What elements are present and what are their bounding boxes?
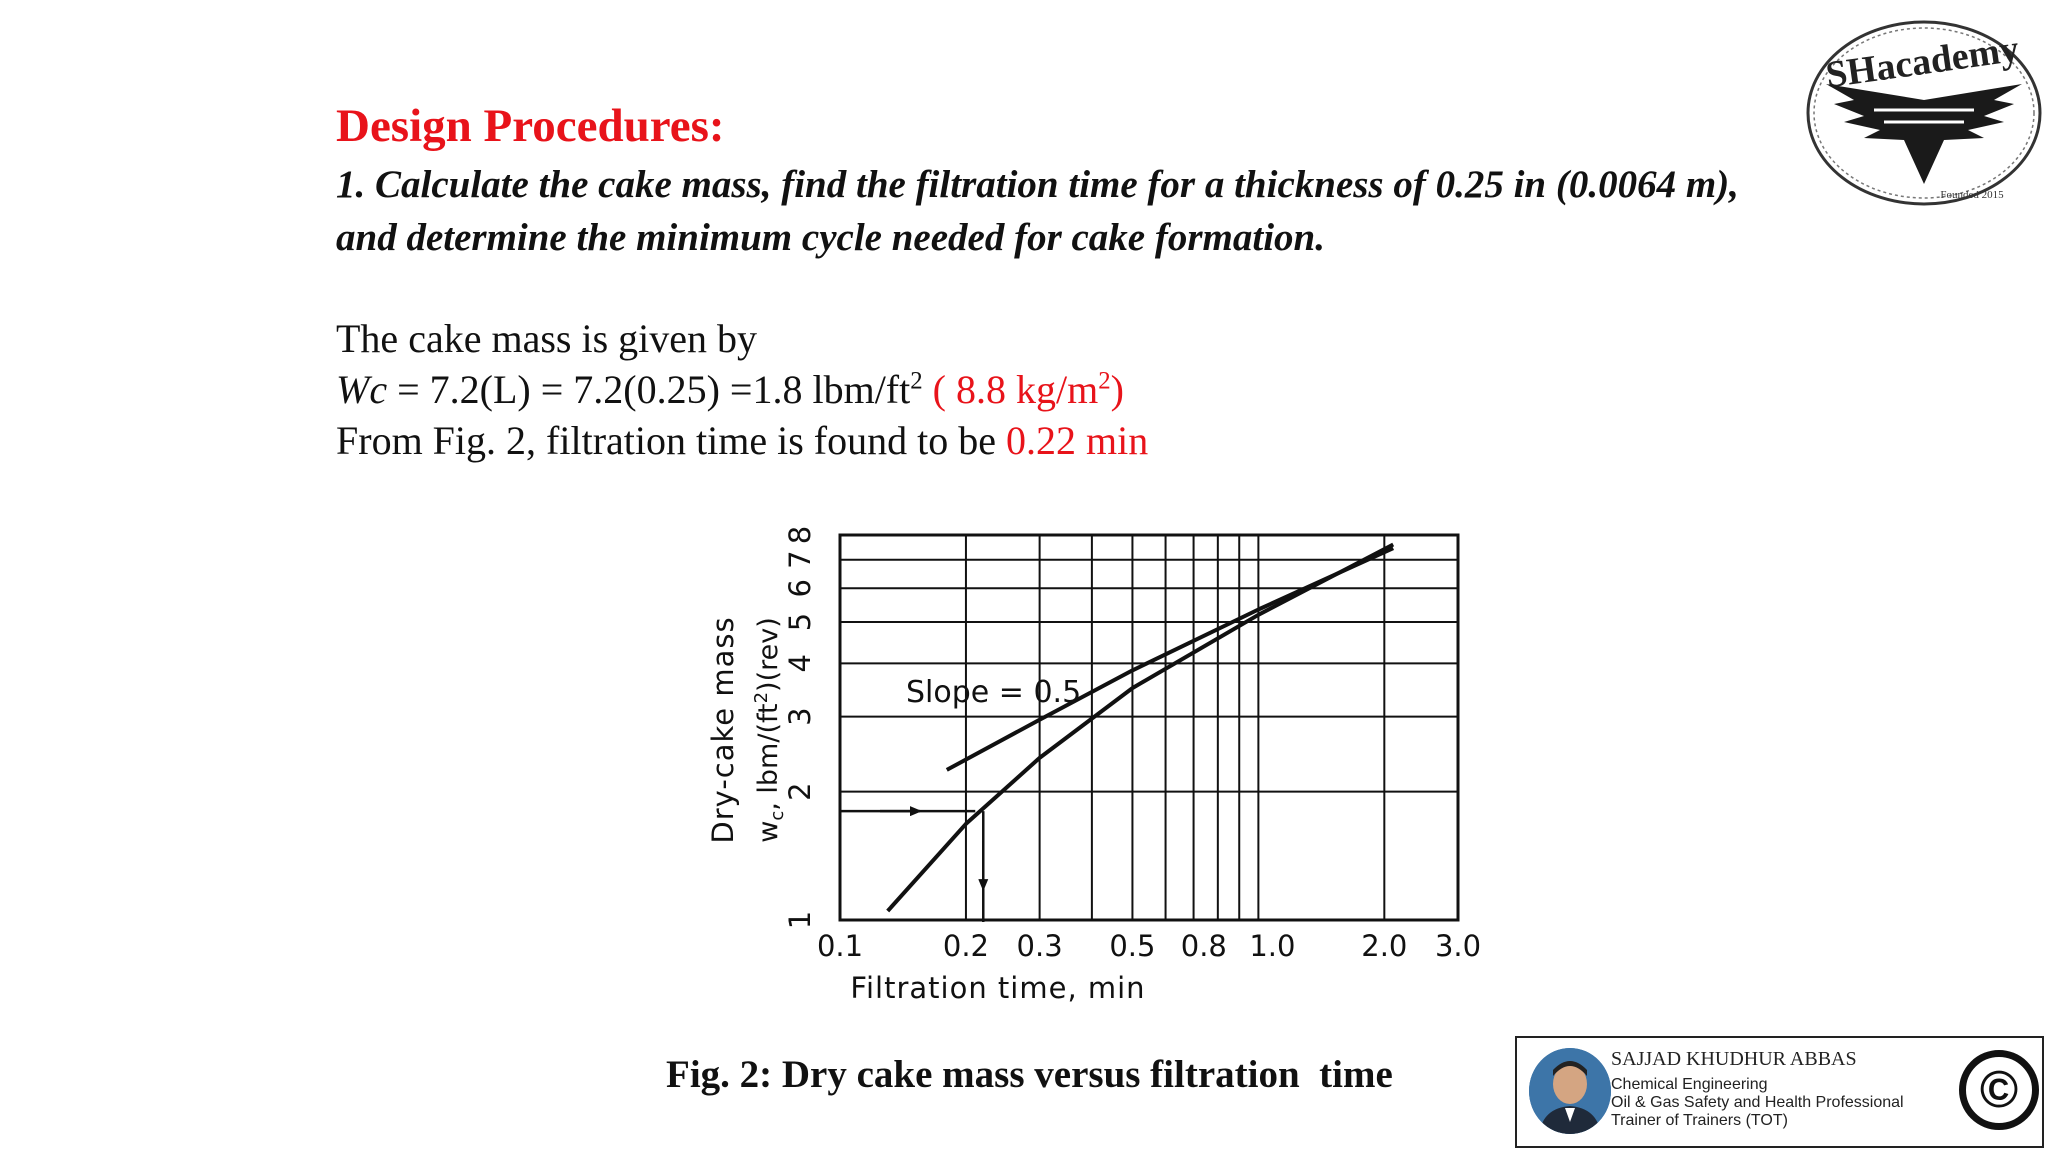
x-tick-label: 3.0 — [1435, 929, 1481, 963]
chart-ticks: 0.1 0.2 0.3 0.5 0.8 1.0 2.0 3.0 1 2 3 4 5 6 7 8 — [783, 526, 1481, 963]
step-1-instruction: 1. Calculate the cake mass, find the fil… — [336, 163, 1739, 259]
wc-metric: ( 8.8 kg/m2) — [922, 367, 1124, 412]
copyright-icon: © — [1959, 1050, 2039, 1130]
chart-frame — [838, 533, 1460, 922]
filtration-time-result: 0.22 min — [1005, 418, 1149, 463]
x-tick-label: 2.0 — [1361, 929, 1407, 963]
author-title-2: Oil & Gas Safety and Health Professional — [1611, 1094, 1904, 1111]
y-tick-label: 8 — [783, 526, 817, 544]
y-tick-label: 4 — [783, 654, 817, 672]
y-axis-label-line-2: wc, lbm/(ft2)(rev) — [751, 617, 788, 843]
figure-caption: Fig. 2: Dry cake mass versus filtration … — [666, 1053, 1393, 1096]
y-tick-label: 1 — [783, 911, 817, 929]
y-tick-label: 3 — [783, 707, 817, 725]
slope-reference-line — [945, 546, 1395, 772]
shacademy-logo: SHacademy Founded 2015 — [1806, 20, 2042, 206]
y-tick-label: 5 — [783, 613, 817, 631]
x-tick-label: 0.2 — [943, 929, 989, 963]
filtration-chart: 0.1 0.2 0.3 0.5 0.8 1.0 2.0 3.0 1 2 3 4 5 6 7 8 Slope =… — [706, 526, 1481, 1005]
y-axis-label-line-1: Dry-cake mass — [706, 616, 740, 843]
slope-annotation: Slope = 0.5 — [906, 675, 1081, 710]
body-text: The cake mass is given by Wc = 7.2(L) = … — [336, 313, 1148, 466]
author-avatar — [1529, 1048, 1611, 1134]
wc-equation: = 7.2(L) = 7.2(0.25) =1.8 lbm/ft — [387, 367, 911, 412]
body-line-2: Wc = 7.2(L) = 7.2(0.25) =1.8 lbm/ft2 ( 8… — [336, 367, 1124, 412]
x-axis-label: Filtration time, min — [850, 971, 1145, 1005]
logo-founded: Founded 2015 — [1940, 189, 2004, 201]
x-tick-label: 0.1 — [817, 929, 863, 963]
x-tick-label: 0.3 — [1017, 929, 1063, 963]
author-title-3: Trainer of Trainers (TOT) — [1611, 1112, 1788, 1129]
x-tick-label: 1.0 — [1249, 929, 1295, 963]
filtration-curve — [886, 542, 1395, 913]
author-card: SAJJAD KHUDHUR ABBAS Chemical Engineerin… — [1515, 1036, 2044, 1148]
wc-variable: Wc — [336, 367, 388, 412]
author-title-1: Chemical Engineering — [1611, 1076, 1768, 1093]
y-tick-label: 6 — [783, 579, 817, 597]
x-tick-label: 0.5 — [1109, 929, 1155, 963]
body-line-3: From Fig. 2, filtration time is found to… — [336, 418, 1149, 463]
body-line-1: The cake mass is given by — [336, 316, 757, 361]
chart-curves — [840, 542, 1395, 922]
y-tick-label: 7 — [783, 550, 817, 568]
x-tick-label: 0.8 — [1181, 929, 1227, 963]
page-heading: Design Procedures: — [336, 100, 725, 152]
author-name: SAJJAD KHUDHUR ABBAS — [1611, 1048, 1857, 1070]
y-tick-label: 2 — [783, 782, 817, 800]
